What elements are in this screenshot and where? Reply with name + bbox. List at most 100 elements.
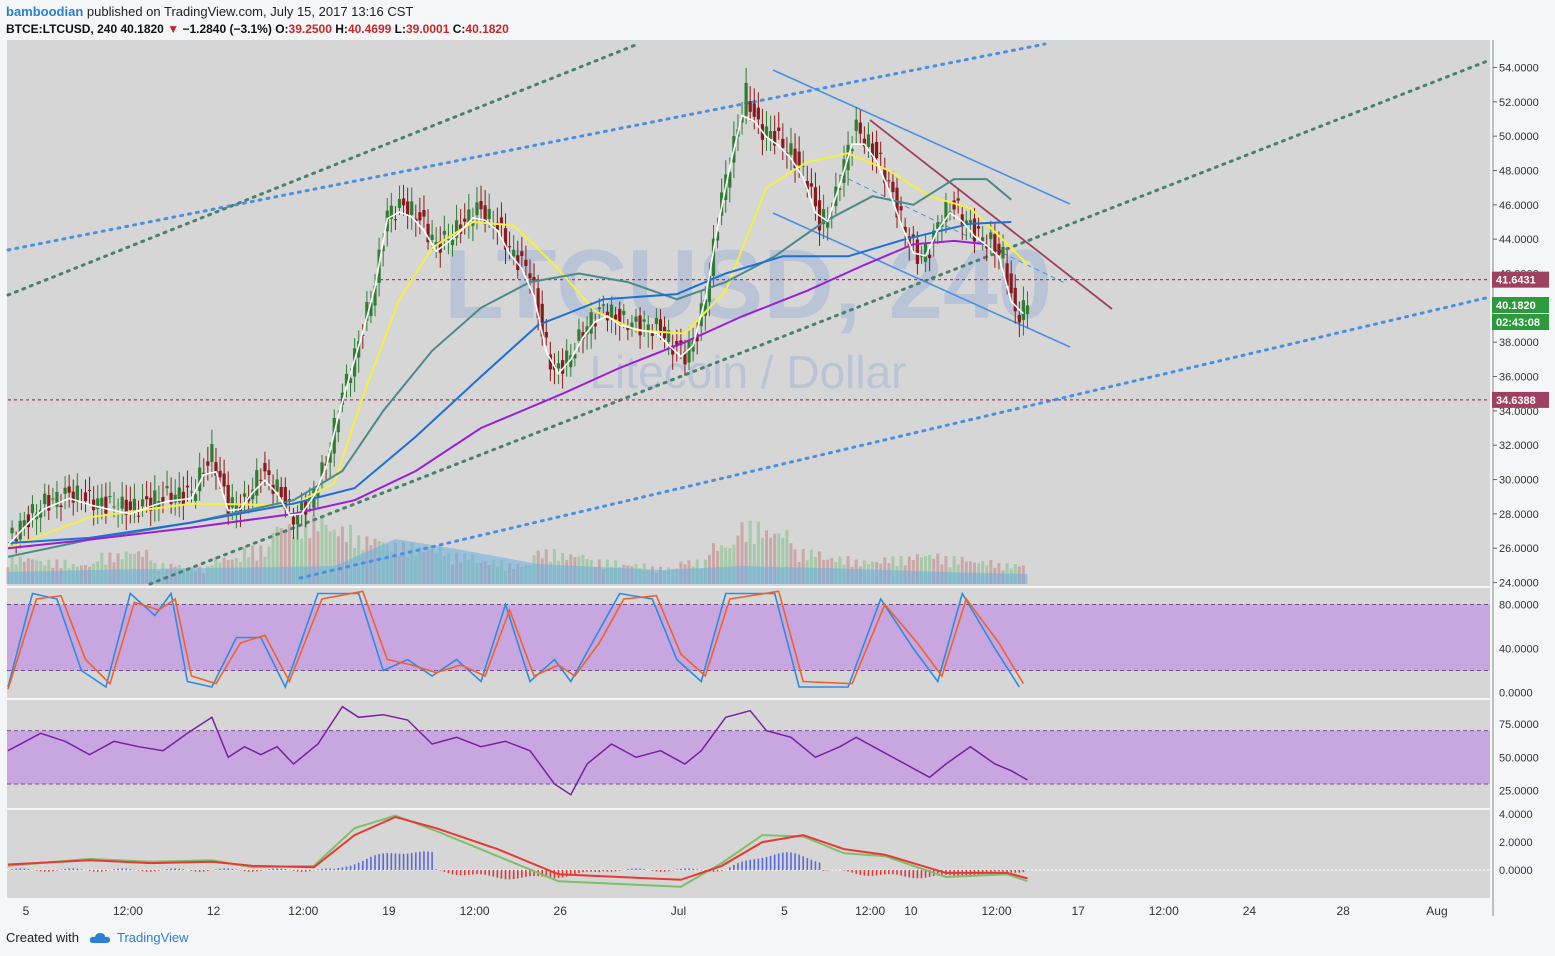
time-tick-label: 12:00 — [288, 904, 318, 918]
candle-body — [26, 514, 30, 528]
candle-body — [300, 500, 304, 511]
volume-bar — [287, 524, 291, 584]
candle-body — [373, 285, 377, 306]
candle-body — [361, 334, 365, 336]
candle-body — [826, 221, 830, 228]
candle-body — [446, 238, 451, 241]
candle-body — [18, 520, 22, 540]
rsi-tick-label: 50.0000 — [1499, 752, 1539, 764]
volume-bar — [312, 514, 316, 584]
price-tick-label: 24.0000 — [1499, 578, 1539, 590]
volume-bar — [818, 551, 822, 584]
candle-body — [1013, 287, 1017, 312]
candle-body — [165, 486, 169, 489]
candle-body — [981, 237, 985, 242]
candle-body — [907, 236, 911, 246]
candle-body — [434, 242, 438, 245]
candle-body — [618, 308, 622, 326]
candle-body — [401, 198, 406, 206]
volume-bar — [26, 558, 30, 584]
volume-bar — [936, 553, 940, 584]
volume-bar — [336, 536, 340, 584]
candle-body — [809, 183, 813, 187]
candle-body — [198, 467, 202, 492]
rsi-band — [7, 730, 1490, 784]
candle-body — [520, 251, 524, 257]
candle-body — [210, 444, 214, 462]
candle-body — [499, 217, 504, 224]
candle-body — [454, 220, 459, 238]
candle-body — [822, 209, 826, 225]
time-tick-label: 26 — [554, 904, 568, 918]
candle-body — [71, 491, 75, 503]
price-tick-label: 46.0000 — [1499, 200, 1539, 212]
candle-body — [112, 506, 116, 508]
candle-body — [903, 226, 907, 233]
volume-bar — [136, 551, 140, 584]
moving-average-0 — [7, 152, 1029, 550]
moving-average-3 — [7, 239, 987, 550]
price-label-box — [1492, 271, 1549, 288]
rsi-line — [7, 705, 1028, 796]
candle-body — [683, 351, 687, 365]
candle-body — [899, 206, 903, 211]
candle-body — [960, 214, 964, 225]
candle-body — [177, 487, 181, 503]
watermark-symbol: LTCUSD, 240 — [444, 229, 1052, 339]
candle-body — [259, 479, 263, 481]
candle-body — [10, 527, 14, 534]
candle-body — [540, 303, 544, 337]
time-tick-label: 17 — [1071, 904, 1085, 918]
footer: Created with TradingView — [6, 930, 189, 945]
volume-bar — [145, 549, 149, 584]
author-name[interactable]: bamboodian — [6, 4, 84, 19]
pane-bg-3 — [7, 810, 1490, 898]
candle-body — [96, 498, 100, 509]
candle-body — [895, 187, 899, 218]
volume-bar — [267, 546, 271, 584]
candle-body — [773, 131, 777, 146]
time-axis-bg — [7, 898, 1490, 916]
volume-bar — [736, 535, 740, 584]
candle-body — [654, 317, 659, 325]
price-label-text: 34.6388 — [1496, 395, 1536, 407]
candle-body — [22, 520, 26, 528]
candle-body — [397, 198, 402, 208]
volume-bar — [769, 537, 773, 584]
stoch-line-1 — [7, 590, 1025, 690]
volume-bar — [328, 531, 332, 584]
volume-bar — [271, 533, 275, 584]
candle-body — [255, 470, 259, 496]
tradingview-brand[interactable]: TradingView — [116, 930, 189, 945]
price-label-text: 41.6431 — [1496, 275, 1536, 287]
candle-body — [145, 496, 149, 500]
candle-body — [577, 329, 581, 341]
candle-body — [365, 302, 369, 321]
volume-bar — [756, 521, 760, 584]
candle-body — [630, 322, 634, 330]
candle-body — [879, 152, 883, 154]
volume-bar — [324, 524, 328, 584]
macd-tick-label: 2.0000 — [1499, 837, 1533, 849]
candle-body — [993, 234, 997, 253]
candle-body — [348, 378, 353, 383]
symbol-label: BTCE:LTCUSD, 240 — [6, 22, 118, 36]
price-label-box — [1492, 391, 1549, 408]
candle-body — [283, 486, 287, 510]
candle-body — [601, 304, 605, 306]
volume-bar — [944, 556, 948, 584]
candle-body — [805, 180, 809, 190]
price-tick-label: 50.0000 — [1499, 131, 1539, 143]
candle-body — [422, 210, 426, 217]
candle-body — [740, 116, 744, 123]
candle-body — [997, 243, 1001, 255]
candle-body — [340, 392, 344, 405]
volume-bar — [960, 556, 964, 584]
volume-bar — [773, 533, 777, 584]
candle-body — [222, 473, 226, 487]
price-tick-label: 44.0000 — [1499, 234, 1539, 246]
volume-bar — [296, 521, 300, 584]
candle-body — [646, 324, 650, 333]
candle-body — [565, 350, 569, 364]
